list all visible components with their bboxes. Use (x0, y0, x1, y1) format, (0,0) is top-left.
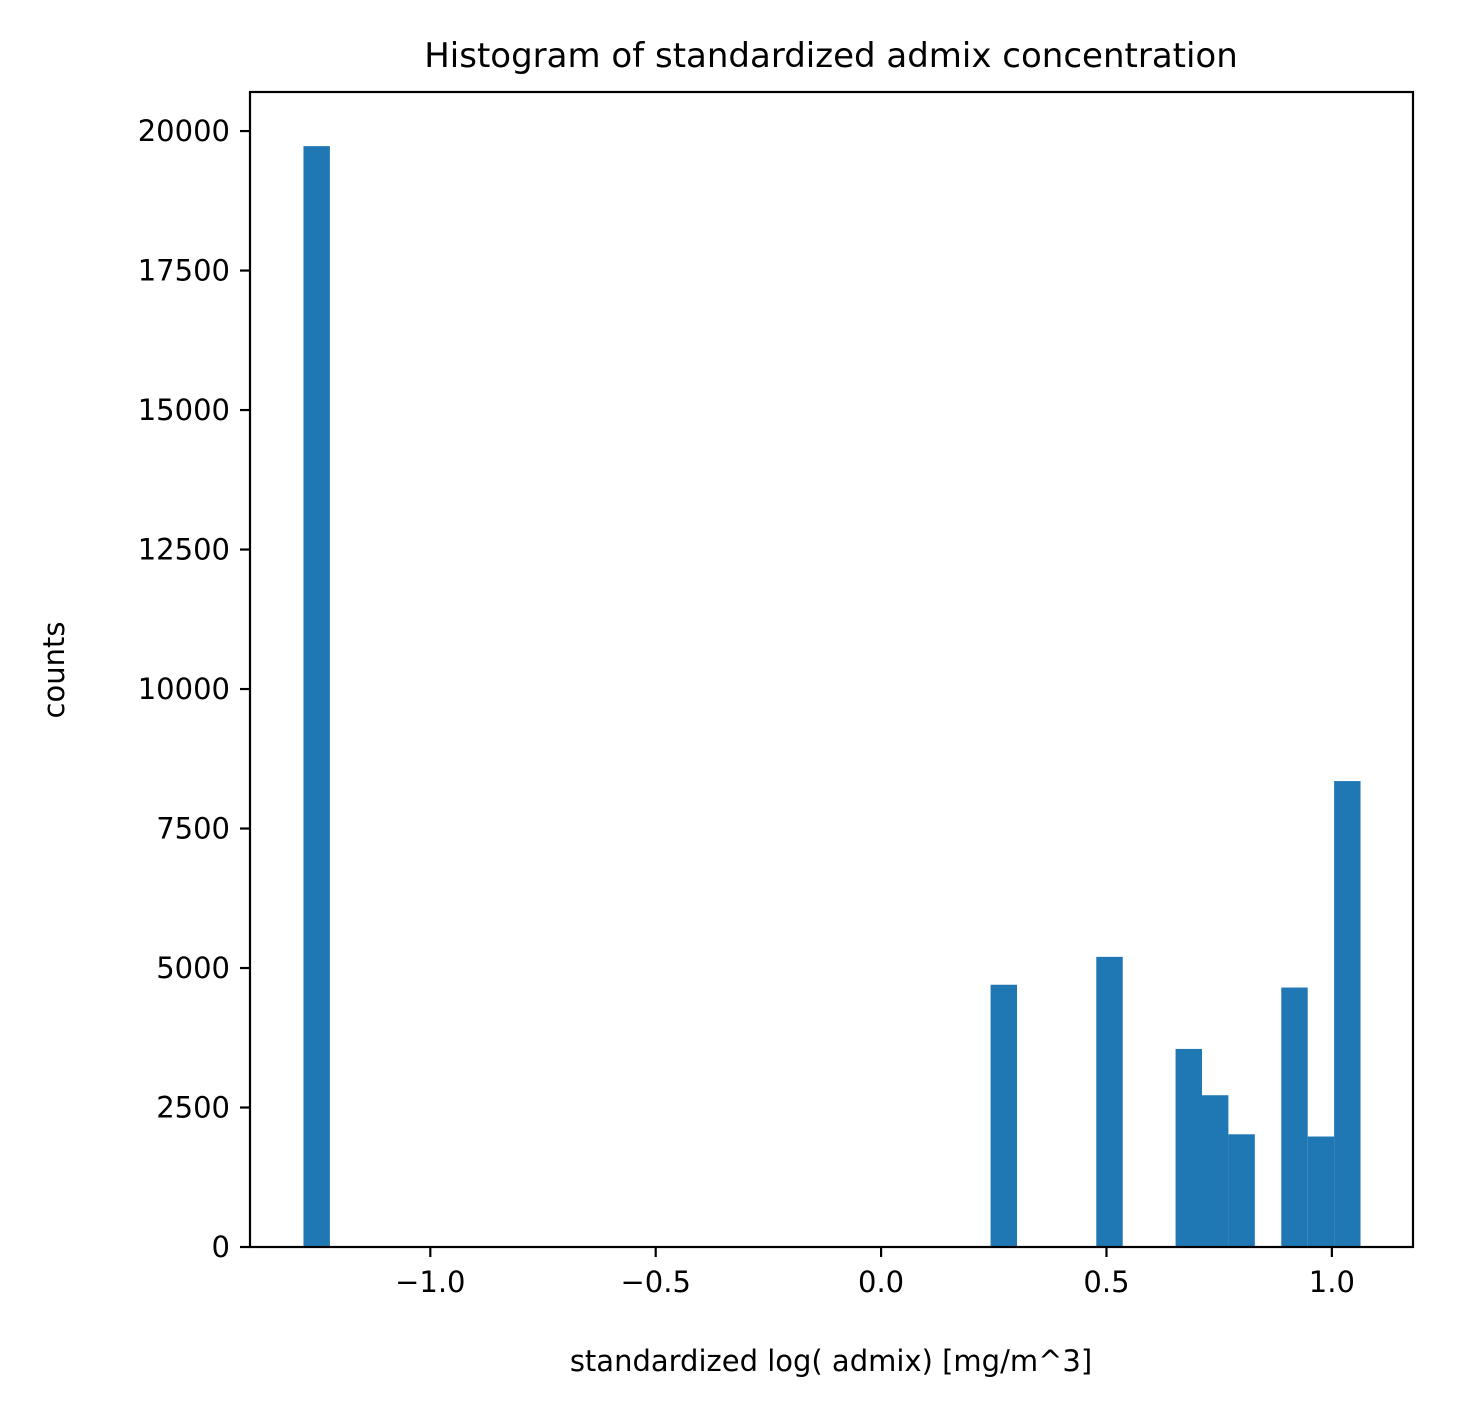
histogram-bar (1228, 1134, 1255, 1247)
y-tick-label: 0 (212, 1230, 230, 1264)
histogram-bar (1334, 781, 1361, 1247)
chart-title: Histogram of standardized admix concentr… (424, 36, 1238, 76)
histogram-bar (990, 984, 1017, 1247)
y-tick-label: 20000 (138, 114, 230, 148)
y-axis-label: counts (37, 622, 71, 719)
histogram-bar (1096, 956, 1123, 1247)
x-tick-label: 0.5 (1083, 1265, 1129, 1299)
y-tick-label: 12500 (138, 533, 230, 567)
x-tick-label: −1.0 (395, 1265, 465, 1299)
y-tick-label: 15000 (138, 393, 230, 427)
y-tick-label: 5000 (156, 951, 230, 985)
x-axis-label: standardized log( admix) [mg/m^3] (570, 1344, 1092, 1378)
x-tick-label: −0.5 (620, 1265, 690, 1299)
y-tick-label: 2500 (156, 1091, 230, 1125)
x-tick-label: 0.0 (858, 1265, 904, 1299)
x-tick-label: 1.0 (1309, 1265, 1355, 1299)
y-tick-label: 7500 (156, 812, 230, 846)
histogram-bar (1307, 1136, 1335, 1247)
histogram-bar (1201, 1095, 1229, 1247)
y-tick-label: 10000 (138, 672, 230, 706)
plot-frame (248, 90, 1415, 1249)
bars-layer (303, 146, 1361, 1247)
histogram-bar (303, 146, 330, 1247)
axes-layer: −1.0 −0.5 0.0 0.5 1.0 0 2500 5000 7500 10000 12500… (138, 90, 1415, 1299)
histogram-bar (1175, 1048, 1202, 1247)
y-tick-label: 17500 (138, 254, 230, 288)
histogram-bar (1281, 987, 1308, 1247)
